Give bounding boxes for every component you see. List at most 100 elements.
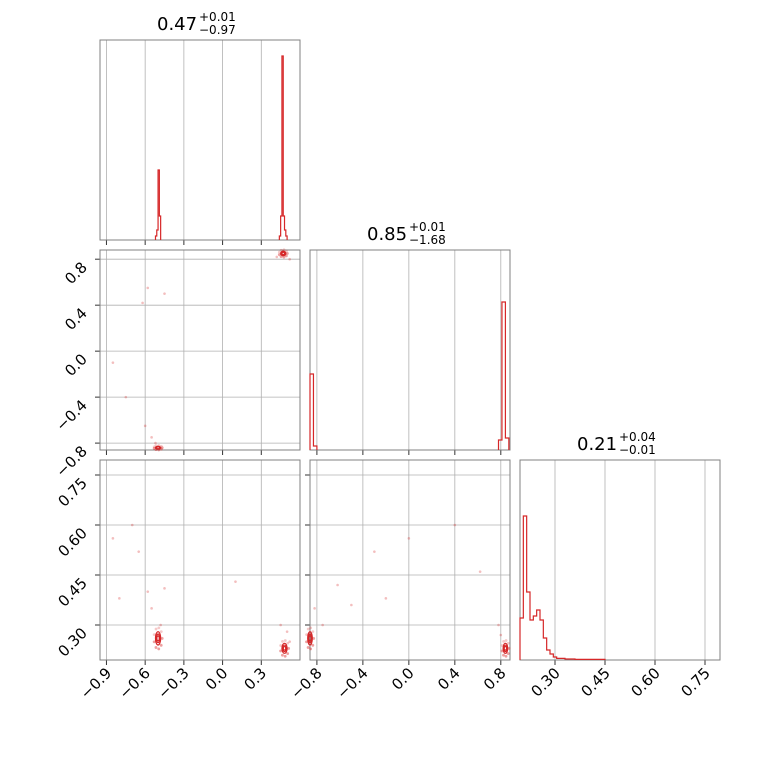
contour-level xyxy=(280,250,287,257)
sample-point xyxy=(497,623,500,627)
x-tick-label: 0.45 xyxy=(577,664,613,700)
sample-point xyxy=(146,286,150,290)
x-tick-label: 0.30 xyxy=(527,664,563,700)
sample-point xyxy=(287,646,291,650)
sample-point xyxy=(137,550,141,553)
x-tick-label: −0.3 xyxy=(154,664,192,702)
title-plus: +0.01 xyxy=(199,10,236,24)
sample-point xyxy=(160,636,164,640)
sample-point xyxy=(502,653,505,657)
contour-level xyxy=(282,645,287,651)
sample-point xyxy=(111,361,115,364)
sample-point xyxy=(154,646,158,649)
title-value: 0.21 xyxy=(577,434,617,455)
sample-point xyxy=(287,647,291,650)
panel-frame xyxy=(309,459,511,661)
sample-point xyxy=(160,637,164,640)
sample-point xyxy=(160,446,164,450)
x-tick-label: 0.60 xyxy=(627,664,663,700)
sample-point xyxy=(311,643,315,647)
x-tick-label: 0.0 xyxy=(202,664,232,694)
sample-point xyxy=(282,255,286,259)
contour-level xyxy=(154,631,162,646)
sample-point xyxy=(150,607,153,610)
histogram-0 xyxy=(154,55,288,240)
sample-point xyxy=(279,649,283,653)
sample-point xyxy=(311,630,315,633)
sample-point xyxy=(311,643,315,647)
sample-point xyxy=(282,248,286,252)
sample-point xyxy=(160,446,164,450)
title-minus: −1.68 xyxy=(409,233,446,247)
sample-point xyxy=(309,647,312,651)
sample-point xyxy=(277,253,281,257)
x-tick-label: 0.3 xyxy=(241,664,271,694)
sample-point xyxy=(279,644,283,647)
sample-point xyxy=(506,641,510,645)
sample-point xyxy=(159,623,162,627)
title-minus: −0.97 xyxy=(199,23,236,37)
sample-point xyxy=(141,301,144,305)
panel-title-1: 0.85 +0.01−1.68 xyxy=(367,220,446,247)
y-tick-label: 0.60 xyxy=(54,524,90,560)
sample-point xyxy=(502,653,505,657)
sample-point xyxy=(504,654,508,658)
sample-point xyxy=(143,424,147,428)
sample-point xyxy=(306,646,310,649)
x-tick-label: −0.9 xyxy=(77,664,115,702)
contour-level xyxy=(502,642,509,654)
sample-point xyxy=(163,587,166,590)
sample-point xyxy=(305,640,308,644)
panel-frame xyxy=(99,459,301,661)
x-tick-label: 0.8 xyxy=(480,664,510,694)
sample-point xyxy=(154,627,158,631)
x-tick-label: −0.8 xyxy=(287,664,325,702)
contour-level xyxy=(156,635,160,642)
sample-point xyxy=(499,633,503,637)
histogram-1 xyxy=(309,301,510,450)
sample-point xyxy=(157,647,161,651)
sample-point xyxy=(152,447,156,450)
sample-point xyxy=(111,537,115,540)
x-tick-label: 0.75 xyxy=(677,664,713,700)
sample-point xyxy=(279,623,282,627)
sample-point xyxy=(478,570,482,573)
sample-point xyxy=(146,590,150,593)
sample-point xyxy=(502,639,505,643)
sample-point xyxy=(373,550,376,553)
sample-point xyxy=(309,626,313,630)
sample-point xyxy=(285,252,289,255)
contour-level xyxy=(307,631,313,646)
contour-level xyxy=(281,251,286,256)
y-tick-label: −0.4 xyxy=(52,396,90,434)
title-plus: +0.01 xyxy=(409,220,446,234)
contour-level xyxy=(281,642,288,654)
sample-point xyxy=(288,257,291,261)
y-tick-label: 0.30 xyxy=(54,624,90,660)
sample-point xyxy=(286,652,290,655)
sample-point xyxy=(280,653,284,657)
sample-point xyxy=(407,537,411,540)
panel-1-0 xyxy=(95,249,301,455)
sample-point xyxy=(283,639,287,642)
sample-point xyxy=(234,580,237,583)
sample-point xyxy=(453,523,457,527)
sample-point xyxy=(288,640,291,643)
sample-point xyxy=(350,603,353,607)
sample-point xyxy=(154,441,157,445)
sample-point xyxy=(275,255,279,259)
sample-point xyxy=(283,654,287,658)
sample-point xyxy=(285,630,289,633)
title-minus: −0.01 xyxy=(619,443,656,457)
panel-0-0 xyxy=(99,39,301,245)
sample-point xyxy=(312,636,316,640)
sample-point xyxy=(506,652,510,655)
sample-point xyxy=(159,630,163,633)
sample-point xyxy=(305,633,308,636)
sample-point xyxy=(321,623,324,627)
sample-point xyxy=(118,597,121,600)
sample-point xyxy=(336,583,339,587)
sample-point xyxy=(279,649,283,653)
sample-point xyxy=(277,250,281,254)
